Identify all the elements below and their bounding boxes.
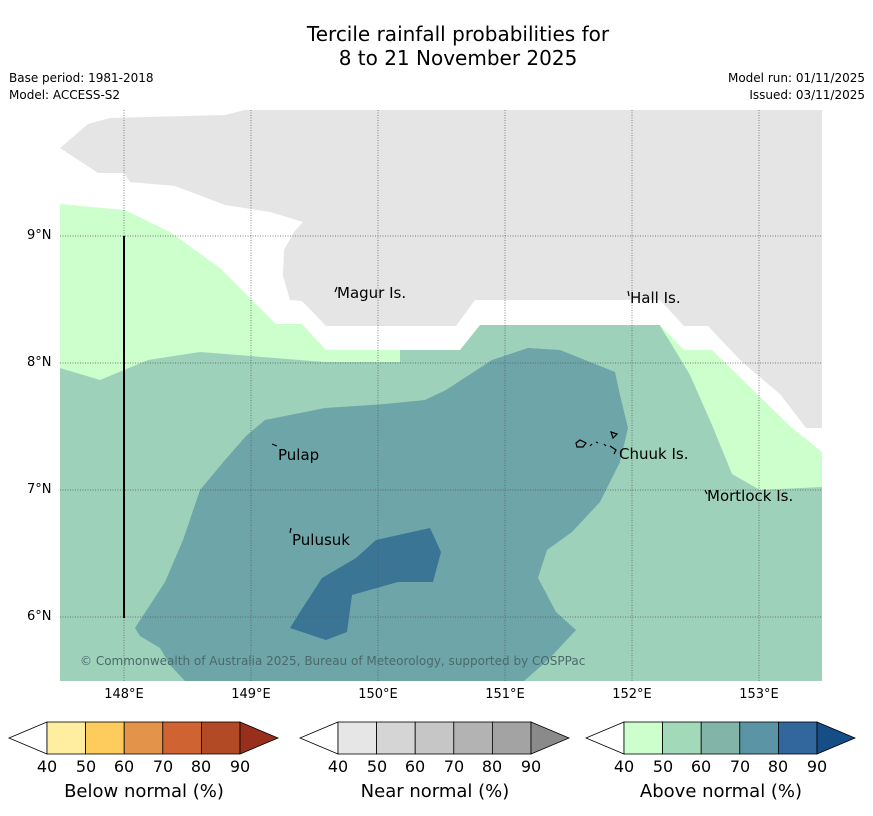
cb-below-tick: 90 [229, 757, 251, 776]
map-area [60, 110, 822, 681]
colorbar-low-extend [298, 721, 339, 755]
colorbar-segment [46, 721, 86, 755]
model-name: Model: ACCESS-S2 [9, 88, 121, 102]
colorbar-segment [123, 721, 164, 755]
lat-tick-7n: 7°N [27, 482, 52, 497]
colorbar-segment [700, 721, 741, 755]
colorbar-segment [162, 721, 202, 755]
island-magur [334, 286, 338, 293]
place-magur: Magur Is. [337, 284, 407, 302]
meta-right: Model run: 01/11/2025 Issued: 03/11/2025 [728, 70, 865, 104]
island-pulap [271, 443, 278, 447]
cb-near-tick: 60 [404, 757, 426, 776]
island-marks [271, 286, 708, 534]
colorbar-below-label: Below normal (%) [64, 781, 224, 802]
lon-tick-148: 148°E [104, 687, 144, 702]
cb-above-tick: 90 [806, 757, 828, 776]
colorbar-segment [414, 721, 455, 755]
copyright-text: © Commonwealth of Australia 2025, Bureau… [80, 654, 586, 668]
cb-above-tick: 60 [690, 757, 712, 776]
colorbar-segment [200, 721, 241, 755]
lat-tick-6n: 6°N [27, 609, 52, 624]
colorbar-segment [453, 721, 493, 755]
cb-below-tick: 40 [36, 757, 58, 776]
title-line-2: 8 to 21 November 2025 [338, 46, 578, 70]
place-pulap: Pulap [278, 446, 320, 464]
lat-tick-9n: 9°N [27, 228, 52, 243]
island-chuuk-5 [595, 441, 599, 444]
island-chuuk-3 [609, 445, 617, 455]
place-pulusuk: Pulusuk [292, 531, 350, 549]
lat-tick-8n: 8°N [27, 355, 52, 370]
island-chuuk-6 [603, 443, 607, 447]
above-70-region [290, 528, 441, 640]
issued-date: Issued: 03/11/2025 [749, 88, 865, 102]
cb-near-tick: 70 [443, 757, 465, 776]
colorbar-high-extend [530, 721, 571, 755]
cb-near-tick: 50 [366, 757, 388, 776]
cb-below-tick: 60 [113, 757, 135, 776]
colorbar-segment [739, 721, 779, 755]
colorbar-segment [662, 721, 702, 755]
island-chuuk-1 [575, 439, 587, 448]
cb-near-tick: 40 [327, 757, 349, 776]
colorbar-segment [491, 721, 532, 755]
lon-tick-150: 150°E [358, 687, 398, 702]
cb-above-tick: 40 [613, 757, 635, 776]
colorbar-segment [376, 721, 416, 755]
colorbar-segment [85, 721, 125, 755]
masked-region [60, 110, 822, 428]
title-line-1: Tercile rainfall probabilities for [306, 22, 610, 46]
place-mortlock: Mortlock Is. [707, 487, 794, 505]
island-mortlock [704, 489, 708, 495]
colorbar-high-extend [239, 721, 280, 755]
lon-tick-151: 151°E [485, 687, 525, 702]
cb-near-tick: 80 [481, 757, 503, 776]
meta-left: Base period: 1981-2018 Model: ACCESS-S2 [9, 70, 154, 104]
island-pulusuk [289, 527, 292, 534]
colorbar-above [584, 721, 857, 755]
place-hall: Hall Is. [630, 289, 681, 307]
model-run: Model run: 01/11/2025 [727, 71, 865, 85]
colorbar-below [7, 721, 280, 755]
map-title: Tercile rainfall probabilities for 8 to … [0, 22, 873, 70]
colorbar-high-extend [816, 721, 857, 755]
lon-tick-153: 153°E [739, 687, 779, 702]
cb-above-tick: 80 [767, 757, 789, 776]
cb-above-tick: 70 [729, 757, 751, 776]
colorbar-segment [337, 721, 377, 755]
colorbar-above-label: Above normal (%) [639, 781, 803, 802]
cb-below-tick: 70 [152, 757, 174, 776]
colorbar-near-label: Near normal (%) [360, 781, 510, 802]
colorbar-segment [778, 721, 818, 755]
colorbar-near [298, 721, 571, 755]
colorbar-low-extend [7, 721, 48, 755]
island-chuuk-4 [589, 443, 593, 447]
lon-tick-152: 152°E [612, 687, 652, 702]
cb-above-tick: 50 [652, 757, 674, 776]
island-chuuk-2 [610, 431, 619, 440]
island-hall [627, 290, 630, 297]
base-period: Base period: 1981-2018 [9, 71, 154, 85]
colorbar-segment [623, 721, 663, 755]
cb-below-tick: 80 [190, 757, 212, 776]
colorbar-low-extend [584, 721, 625, 755]
place-chuuk: Chuuk Is. [619, 445, 689, 463]
cb-near-tick: 90 [520, 757, 542, 776]
cb-below-tick: 50 [75, 757, 97, 776]
lon-tick-149: 149°E [231, 687, 271, 702]
